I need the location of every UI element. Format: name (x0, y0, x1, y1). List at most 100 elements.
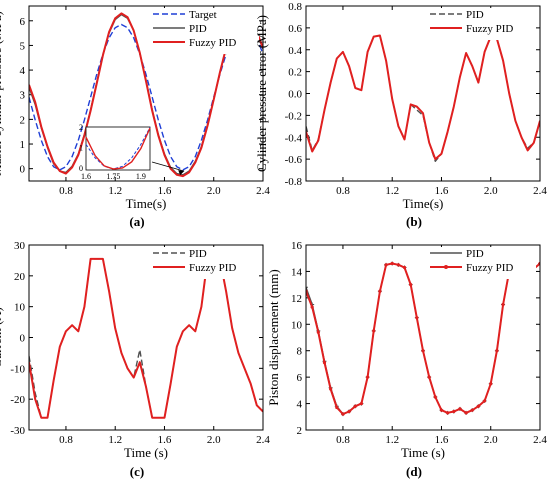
y-axis-label: Cylinder pressure error (MPa) (254, 15, 269, 172)
plot-frame (305, 5, 541, 182)
y-tick-label: 20 (14, 271, 26, 283)
x-tick-label: 0.8 (59, 185, 73, 197)
y-tick-label: 0.8 (288, 1, 302, 13)
data-point (421, 349, 425, 353)
series-line-pid (306, 262, 540, 415)
data-point (495, 349, 499, 353)
y-tick-label: 6 (20, 16, 26, 28)
plot-frame (28, 244, 264, 431)
y-tick-label: 2 (20, 114, 26, 126)
y-tick-label: 0 (20, 333, 26, 345)
y-axis-label: Master cylinder pressure (MPa) (0, 11, 4, 176)
y-tick-label: 0.2 (288, 67, 302, 79)
x-axis-label: Time(s) (126, 196, 167, 211)
y-tick-label: -0.8 (285, 176, 303, 188)
plot-area (306, 34, 540, 163)
legend-box (149, 8, 259, 54)
series-line-fuzzy-pid (29, 12, 263, 178)
legend-label: PID (466, 248, 484, 260)
y-tick-label: 5 (20, 40, 26, 52)
x-tick-label: 2.4 (533, 434, 547, 446)
data-point (402, 265, 407, 270)
y-tick-label: 30 (14, 240, 26, 252)
y-tick-label: 0.6 (288, 23, 302, 35)
plot-area (306, 261, 540, 417)
x-tick-label: 0.8 (59, 434, 73, 446)
series-line-fuzzy-pid (29, 257, 263, 419)
x-axis-label: Time(s) (403, 196, 444, 211)
data-point (347, 409, 351, 414)
data-point (476, 404, 481, 408)
x-tick-label: 0.8 (336, 185, 350, 197)
inset-arrow (151, 161, 185, 172)
inset-fuzzy-line (85, 127, 151, 170)
plot-frame (305, 244, 541, 431)
y-tick-label: -10 (10, 363, 25, 375)
y-tick-label: 3 (20, 90, 26, 102)
x-tick-label: 1.6 (435, 434, 449, 446)
panel-label: (a) (129, 214, 144, 229)
data-point (384, 263, 388, 267)
y-tick-label: 2 (297, 425, 303, 437)
x-tick-label: 1.2 (108, 434, 122, 446)
y-tick-label: 10 (291, 319, 303, 331)
panel-label: (b) (406, 214, 422, 229)
plot-frame (28, 5, 264, 182)
x-tick-label: 2.0 (207, 434, 221, 446)
legend-label: PID (189, 23, 207, 35)
data-point (482, 399, 487, 403)
y-tick-label: -0.4 (285, 132, 303, 144)
data-point (322, 361, 327, 365)
legend-marker (444, 265, 448, 269)
x-tick-label: 1.6 (158, 185, 172, 197)
x-tick-label: 1.2 (385, 185, 399, 197)
x-tick-label: 2.0 (484, 185, 498, 197)
panel-label: (d) (406, 464, 422, 479)
y-tick-label: 8 (297, 346, 303, 358)
data-point (390, 261, 394, 266)
data-point (372, 329, 376, 333)
y-tick-label: -20 (10, 394, 25, 406)
panel-c: 0.8 1.2 1.6 2.0 2.4 -30 -20 -10 0 10 20 30 Time (s) C… (0, 240, 270, 479)
y-axis-label: Piston displacement (mm) (266, 269, 281, 405)
x-tick-label: 0.8 (336, 434, 350, 446)
x-axis-label: Time (s) (124, 445, 168, 460)
data-point (329, 387, 333, 391)
data-point (409, 283, 413, 287)
series-line-target (29, 23, 263, 171)
panel-b: 0.8 1.2 1.6 2.0 2.4 -0.8 -0.6 -0.4 -0.2 0.0 0.2 0.4… (254, 1, 547, 229)
data-point (378, 289, 382, 293)
y-axis-label: Current (A) (0, 307, 4, 368)
data-point (489, 382, 493, 386)
y-tick-label: 16 (291, 240, 303, 252)
series-line-fuzzy-pid (306, 262, 540, 416)
y-tick-label: -0.2 (285, 110, 302, 122)
legend-label: Fuzzy PID (189, 262, 236, 274)
inset-y-tick-label: 1 (79, 143, 83, 152)
x-tick-label: 1.6 (435, 185, 449, 197)
legend-label: Fuzzy PID (189, 37, 236, 49)
data-point (427, 375, 431, 379)
data-point (433, 395, 437, 399)
plot-area (29, 257, 263, 419)
data-point (306, 285, 308, 290)
y-tick-label: 0.4 (288, 45, 302, 57)
inset-x-tick-label: 1.75 (106, 172, 120, 181)
y-tick-label: -0.6 (285, 154, 303, 166)
inset-x-tick-label: 1.6 (81, 172, 91, 181)
y-tick-label: 10 (14, 302, 26, 314)
y-tick-label: 4 (297, 399, 303, 411)
y-tick-label: 6 (297, 372, 303, 384)
data-point (415, 316, 419, 320)
legend-label: Target (189, 9, 217, 21)
data-point (310, 305, 314, 309)
inset-y-tick-label: 2 (79, 123, 83, 132)
y-tick-label: -30 (10, 425, 25, 437)
inset-arrowhead (178, 170, 185, 176)
inset-y-tick-label: 0 (79, 164, 83, 173)
y-tick-label: 1 (20, 139, 26, 151)
panel-label: (c) (130, 464, 144, 479)
data-point (452, 409, 456, 414)
legend-label: PID (189, 248, 207, 260)
